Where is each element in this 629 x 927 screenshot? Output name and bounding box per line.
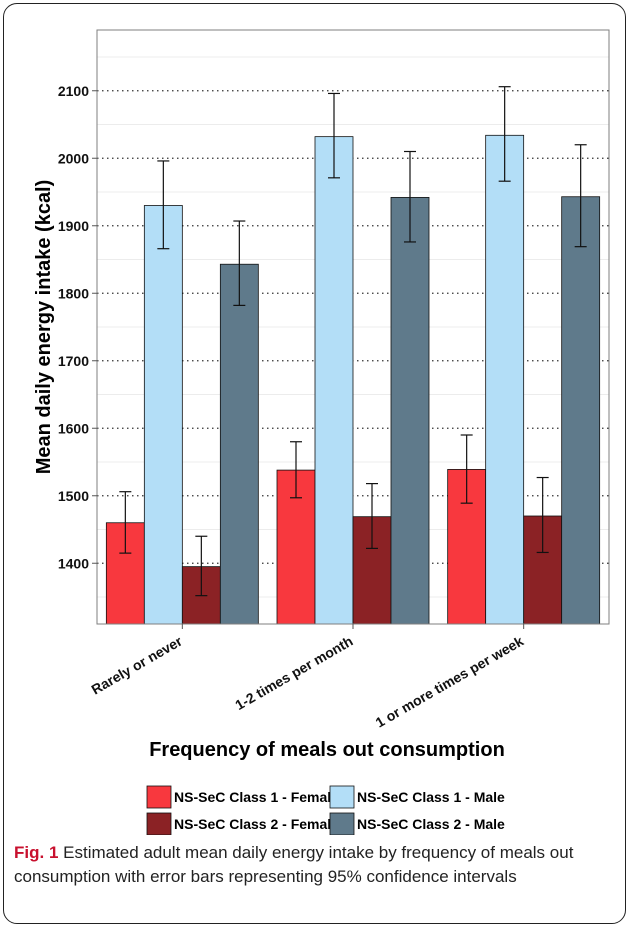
- x-axis-title: Frequency of meals out consumption: [149, 739, 505, 761]
- legend-swatch: [146, 785, 172, 809]
- x-tick-label: 1-2 times per month: [232, 633, 355, 713]
- legend-swatch: [329, 785, 355, 809]
- figure-caption: Fig. 1 Estimated adult mean daily energy…: [14, 841, 614, 889]
- x-tick-label: 1 or more times per week: [373, 633, 527, 731]
- error-bars: [119, 86, 587, 597]
- bar: [485, 134, 525, 625]
- x-tick-label: Rarely or never: [89, 632, 186, 697]
- legend-label: NS-SeC Class 2 - Male: [357, 816, 505, 832]
- y-tick-label: 2000: [58, 150, 89, 166]
- y-tick-label: 1800: [58, 285, 89, 301]
- bar: [390, 196, 430, 625]
- figure-frame: [3, 3, 626, 924]
- y-tick-label: 2100: [58, 83, 89, 99]
- legend-label: NS-SeC Class 1 - Female: [174, 789, 339, 805]
- y-tick-label: 1700: [58, 353, 89, 369]
- legend-label: NS-SeC Class 2 - Female: [174, 816, 339, 832]
- bar: [219, 263, 259, 625]
- y-axis-title: Mean daily energy intake (kcal): [33, 180, 55, 475]
- y-tick-label: 1500: [58, 488, 89, 504]
- legend: NS-SeC Class 1 - Female NS-SeC Class 1 - …: [146, 785, 505, 835]
- bar: [143, 205, 183, 625]
- legend-swatch: [146, 812, 172, 835]
- y-tick-label: 1600: [58, 420, 89, 436]
- x-axis-ticks: Rarely or never 1-2 times per month 1 or m…: [89, 624, 527, 731]
- y-tick-label: 1900: [58, 218, 89, 234]
- bar: [314, 136, 354, 625]
- legend-label: NS-SeC Class 1 - Male: [357, 789, 505, 805]
- caption-text: Estimated adult mean daily energy intake…: [14, 843, 574, 886]
- figure-label: Fig. 1: [14, 843, 59, 862]
- bar: [561, 196, 601, 625]
- chart-svg: 1400 1500 1600 1700 1800 1900 2000 2100 Rarely …: [33, 29, 610, 835]
- legend-swatch: [329, 812, 355, 835]
- y-axis-ticks: 1400 1500 1600 1700 1800 1900 2000 2100: [58, 83, 97, 571]
- y-tick-label: 1400: [58, 555, 89, 571]
